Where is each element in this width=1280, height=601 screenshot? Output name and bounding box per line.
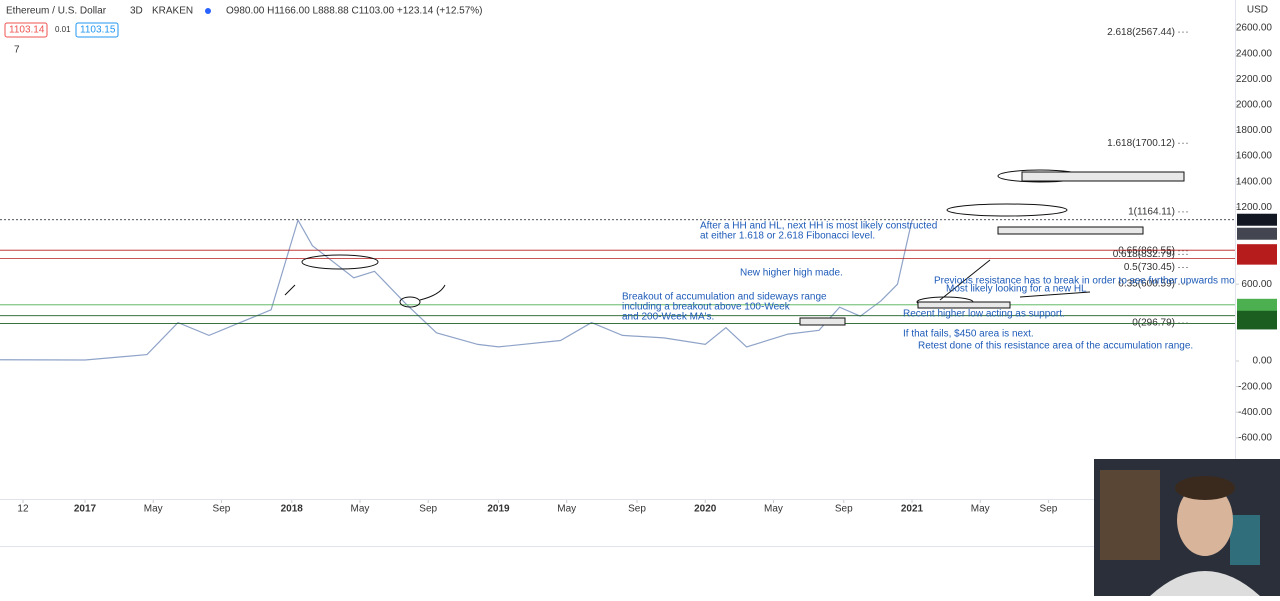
y-tick-label: 600.00 bbox=[1241, 279, 1272, 290]
webcam bbox=[1094, 459, 1280, 596]
fib-label: 2.618(2567.44) bbox=[1107, 27, 1175, 38]
ask[interactable]: 1103.15 bbox=[80, 25, 116, 36]
x-tick-label: Sep bbox=[213, 504, 231, 515]
x-tick-label: Sep bbox=[835, 504, 853, 515]
y-tick-label: 1800.00 bbox=[1236, 125, 1273, 136]
fib-label: 1(1164.11) bbox=[1128, 207, 1175, 218]
bid[interactable]: 1103.14 bbox=[9, 25, 45, 36]
level-badge bbox=[1237, 298, 1277, 311]
fib-label: 0.5(730.45) bbox=[1124, 262, 1175, 273]
level-badge bbox=[1237, 244, 1277, 257]
countdown-badge bbox=[1237, 227, 1277, 240]
x-tick-label: 12 bbox=[17, 504, 29, 515]
x-tick-label: May bbox=[557, 504, 576, 515]
symbol[interactable]: Ethereum / U.S. Dollar bbox=[6, 6, 107, 17]
x-tick-label: May bbox=[971, 504, 990, 515]
x-tick-label: 2019 bbox=[487, 504, 510, 515]
y-tick-label: 2400.00 bbox=[1236, 48, 1273, 59]
annotation: at either 1.618 or 2.618 Fibonacci level… bbox=[700, 231, 875, 242]
annotation: Recent higher low acting as support. bbox=[903, 309, 1065, 320]
indicators-toggle[interactable]: 7 bbox=[14, 45, 20, 56]
y-tick-label: -600.00 bbox=[1238, 432, 1272, 443]
fib-label: 1.618(1700.12) bbox=[1107, 138, 1175, 149]
y-tick-label: -400.00 bbox=[1238, 407, 1272, 418]
annotation: including a breakout above 100-Week bbox=[622, 302, 791, 313]
x-tick-label: May bbox=[351, 504, 370, 515]
y-tick-label: 1400.00 bbox=[1236, 176, 1273, 187]
x-tick-label: May bbox=[144, 504, 163, 515]
annotation: After a HH and HL, next HH is most likel… bbox=[700, 221, 937, 232]
annotation: Most likely looking for a new HL bbox=[946, 284, 1087, 295]
x-tick-label: 2021 bbox=[901, 504, 924, 515]
fib-label: 0.618(832.79) bbox=[1113, 249, 1175, 260]
x-tick-label: Sep bbox=[628, 504, 646, 515]
annotation: If that fails, $450 area is next. bbox=[903, 329, 1034, 340]
spread: 0.01 bbox=[55, 25, 71, 34]
annotations: After a HH and HL, next HH is most likel… bbox=[622, 221, 1235, 352]
annotation: Retest done of this resistance area of t… bbox=[918, 341, 1193, 352]
fib-label: 0.65(860.55) bbox=[1118, 245, 1175, 256]
x-tick-label: May bbox=[764, 504, 783, 515]
y-tick-label: -200.00 bbox=[1238, 381, 1272, 392]
fib-label: 0.35(600.59) bbox=[1118, 279, 1175, 290]
bottom-bar-bg bbox=[0, 518, 1280, 596]
y-tick-label: 2600.00 bbox=[1236, 23, 1273, 34]
boxes bbox=[799, 171, 1185, 326]
ohlc: O980.00 H1166.00 L888.88 C1103.00 +123.1… bbox=[226, 6, 483, 17]
y-tick-label: 0.00 bbox=[1253, 356, 1273, 367]
annotation: Previous resistance has to break in orde… bbox=[934, 276, 1235, 287]
ask-box[interactable] bbox=[75, 22, 119, 38]
x-tick-label: 2018 bbox=[281, 504, 304, 515]
y-tick-label: 1200.00 bbox=[1236, 202, 1273, 213]
x-tick-label: Sep bbox=[1040, 504, 1058, 515]
divider bbox=[0, 546, 1280, 547]
annotation: and 200-Week MA's. bbox=[622, 312, 714, 323]
annotation: Breakout of accumulation and sideways ra… bbox=[622, 292, 827, 303]
axis-divider bbox=[0, 499, 1235, 500]
y-tick-label: 2000.00 bbox=[1236, 99, 1273, 110]
x-tick-label: 2020 bbox=[694, 504, 717, 515]
x-tick-label: Sep bbox=[419, 504, 437, 515]
annotation: New higher high made. bbox=[740, 268, 843, 279]
interval[interactable]: 3D bbox=[130, 6, 143, 17]
status-dot bbox=[205, 8, 211, 14]
y-tick-label: 2200.00 bbox=[1236, 74, 1273, 85]
currency: USD bbox=[1247, 5, 1268, 16]
bid-box[interactable] bbox=[4, 22, 48, 38]
level-badge bbox=[1237, 213, 1277, 226]
level-badge bbox=[1237, 309, 1277, 322]
exchange: KRAKEN bbox=[152, 6, 193, 17]
x-tick-label: 2017 bbox=[74, 504, 97, 515]
axis-divider bbox=[1235, 0, 1236, 500]
y-tick-label: 1600.00 bbox=[1236, 151, 1273, 162]
